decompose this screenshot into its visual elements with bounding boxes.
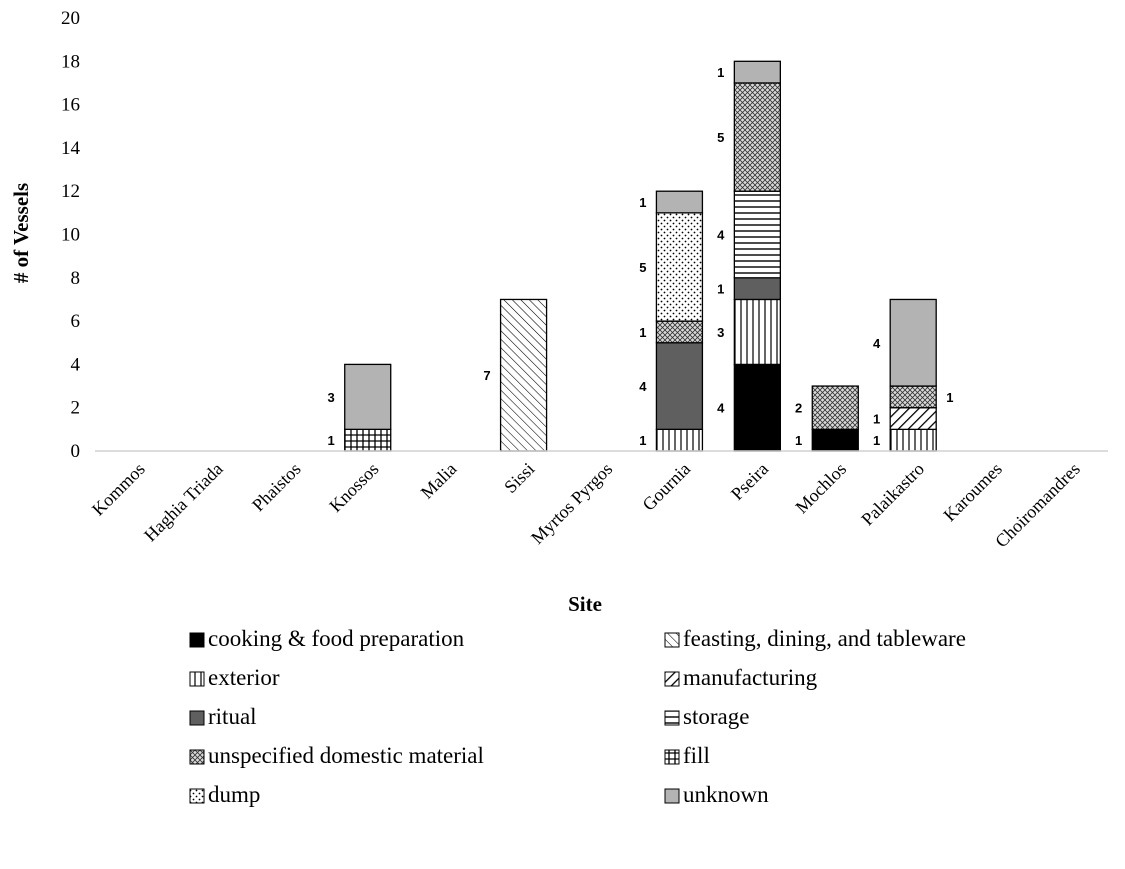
data-label: 1 <box>946 390 953 405</box>
y-tick-label: 10 <box>61 225 80 246</box>
bar-segment-pseira-unknown <box>733 60 781 84</box>
bar-segment-sissi-feasting-dining-and-tableware <box>499 298 548 452</box>
legend-swatch-ritual <box>189 710 205 726</box>
data-label: 3 <box>717 325 724 340</box>
y-tick-label: 4 <box>71 354 81 375</box>
bar-segment-pseira-storage <box>733 190 781 279</box>
x-tick-label: Haghia Triada <box>140 459 227 546</box>
legend-swatch-feasting-dining-and-tableware <box>664 632 680 648</box>
x-tick-label: Karoumes <box>939 459 1005 525</box>
data-label: 1 <box>795 433 802 448</box>
bar-segment-pseira-ritual <box>733 277 781 301</box>
data-label: 4 <box>873 336 881 351</box>
legend-label-dump: dump <box>208 782 260 807</box>
data-label: 1 <box>639 325 646 340</box>
x-tick-label: Palaikastro <box>857 459 928 530</box>
bar-segment-palaikastro-unknown <box>889 298 937 387</box>
data-label: 1 <box>327 433 334 448</box>
bar-segment-knossos-unknown <box>344 363 392 430</box>
x-tick-label: Sissi <box>500 459 538 497</box>
legend-label-manufacturing: manufacturing <box>683 665 818 690</box>
bar-segment-gournia-dump <box>655 212 704 322</box>
bar-segment-gournia-ritual <box>655 342 704 430</box>
x-tick-label: Myrtos Pyrgos <box>527 459 616 548</box>
x-axis-title: Site <box>568 592 602 616</box>
legend-label-cooking-food-preparation: cooking & food preparation <box>208 626 465 651</box>
legend-swatch-dump <box>189 788 205 804</box>
bar-segment-mochlos-cooking-food-preparation <box>811 428 859 452</box>
bar-segment-gournia-exterior <box>655 428 704 452</box>
data-label: 1 <box>639 195 646 210</box>
legend-swatch-fill <box>664 749 680 765</box>
legend-label-fill: fill <box>683 743 710 768</box>
bar-segment-pseira-unspecified-domestic-material <box>733 82 781 192</box>
data-label: 5 <box>717 130 724 145</box>
legend-swatch-cooking-food-preparation <box>189 632 205 648</box>
x-tick-label: Mochlos <box>791 459 850 518</box>
y-tick-label: 18 <box>61 51 80 72</box>
legend-label-unknown: unknown <box>683 782 769 807</box>
x-tick-label: Knossos <box>325 459 382 516</box>
y-tick-label: 12 <box>61 181 80 202</box>
bar-segment-mochlos-unspecified-domestic-material <box>811 385 859 430</box>
legend: cooking & food preparation exterior ritual… <box>189 626 966 807</box>
data-label: 4 <box>639 379 647 394</box>
x-tick-label: Kommos <box>88 459 149 520</box>
data-label: 3 <box>327 390 334 405</box>
bar-segment-gournia-unknown <box>655 190 704 214</box>
y-tick-label: 6 <box>71 311 81 332</box>
y-tick-label: 0 <box>71 441 81 462</box>
legend-swatch-manufacturing <box>664 671 680 687</box>
data-label: 4 <box>717 401 725 416</box>
data-label: 2 <box>795 401 802 416</box>
x-tick-label: Gournia <box>638 459 694 515</box>
y-tick-label: 8 <box>71 268 81 289</box>
x-tick-label: Pseira <box>727 459 772 504</box>
y-axis-title: # of Vessels <box>9 183 33 283</box>
x-tick-label: Malia <box>417 459 461 503</box>
bar-segment-palaikastro-exterior <box>889 428 937 452</box>
data-label: 1 <box>639 433 646 448</box>
y-tick-label: 16 <box>61 95 80 116</box>
bar-segment-pseira-exterior <box>733 298 781 366</box>
data-label: 1 <box>717 282 724 297</box>
bar-segment-palaikastro-manufacturing <box>889 407 937 431</box>
bar-segment-knossos-fill <box>344 428 392 452</box>
data-label: 7 <box>483 368 490 383</box>
data-label: 5 <box>639 260 646 275</box>
bar-segment-palaikastro-unspecified-domestic-material <box>889 385 937 409</box>
y-tick-label: 20 <box>61 8 80 29</box>
bar-segment-pseira-cooking-food-preparation <box>733 363 781 452</box>
legend-swatch-unknown <box>664 788 680 804</box>
data-label: 1 <box>873 412 880 427</box>
data-label: 4 <box>717 228 725 243</box>
legend-label-ritual: ritual <box>208 704 257 729</box>
legend-swatch-exterior <box>189 671 205 687</box>
bar-segment-gournia-unspecified-domestic-material <box>655 320 704 344</box>
y-tick-label: 14 <box>61 138 81 159</box>
legend-label-storage: storage <box>683 704 749 729</box>
legend-swatch-storage <box>664 710 680 726</box>
y-tick-label: 2 <box>71 398 81 419</box>
x-tick-label: Phaistos <box>248 459 305 516</box>
data-label: 1 <box>873 433 880 448</box>
legend-swatch-unspecified-domestic-material <box>189 749 205 765</box>
data-label: 1 <box>717 65 724 80</box>
legend-label-unspecified-domestic-material: unspecified domestic material <box>208 743 484 768</box>
legend-label-exterior: exterior <box>208 665 280 690</box>
legend-label-feasting-dining-and-tableware: feasting, dining, and tableware <box>683 626 966 651</box>
